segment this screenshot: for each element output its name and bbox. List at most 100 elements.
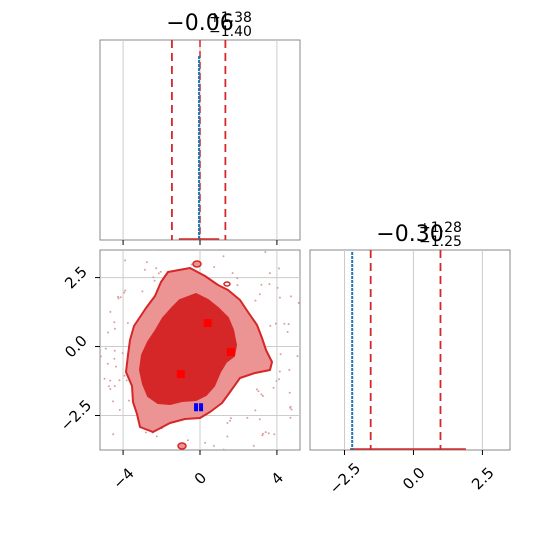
marginal-y-quantiles [350, 250, 466, 450]
scatter-dot [262, 432, 264, 435]
scatter-dot [229, 417, 232, 420]
marginal-x-title-lower: −1.40 [209, 24, 252, 40]
scatter-dot [246, 416, 249, 419]
scatter-dot [96, 394, 98, 396]
scatter-dot [86, 382, 88, 384]
joint-contour-island [192, 260, 202, 268]
scatter-dot [178, 455, 180, 457]
scatter-dot [109, 310, 112, 313]
scatter-dot [109, 379, 112, 382]
scatter-dot [205, 463, 207, 465]
scatter-dot [141, 290, 144, 293]
scatter-dot [275, 380, 278, 382]
scatter-dot [254, 299, 257, 302]
scatter-dot [226, 435, 229, 438]
scatter-dot [113, 357, 116, 360]
blue-marker [199, 403, 204, 412]
scatter-dot [258, 418, 261, 421]
scatter-dot [186, 439, 189, 442]
marginal-x-title-upper: +1.38 [209, 10, 252, 26]
scatter-dot [288, 369, 291, 371]
scatter-dot [115, 365, 117, 368]
scatter-dot [100, 282, 102, 285]
red-marker [226, 348, 235, 357]
scatter-dot [157, 272, 160, 275]
scatter-dot [94, 351, 96, 353]
x-tick-label: 4 [268, 469, 287, 488]
scatter-dot [123, 374, 126, 377]
scatter-dot [288, 391, 291, 394]
marginal-y-title-upper: +1.28 [419, 220, 462, 236]
scatter-dot [222, 255, 225, 258]
scatter-dot [124, 259, 127, 262]
scatter-dot [155, 267, 158, 270]
joint-scatter-dots [86, 243, 300, 469]
scatter-dot [212, 444, 215, 447]
scatter-dot [104, 347, 107, 350]
red-marker [203, 319, 212, 328]
scatter-dot [255, 388, 258, 391]
scatter-dot [143, 268, 146, 271]
scatter-dot [97, 384, 99, 386]
joint-markers [176, 319, 235, 412]
scatter-dot [236, 277, 239, 280]
scatter-dot [118, 409, 121, 411]
scatter-dot [124, 289, 127, 292]
scatter-dot [296, 355, 299, 358]
scatter-dot [136, 455, 138, 457]
scatter-dot [234, 451, 236, 453]
scatter-dot [190, 263, 193, 266]
scatter-dot [88, 319, 90, 321]
scatter-dot [181, 464, 183, 466]
scatter-dot [109, 388, 112, 390]
scatter-dot [269, 324, 272, 327]
scatter-dot [184, 247, 186, 249]
scatter-dot [248, 460, 250, 462]
y-tick-label: 2.5 [61, 263, 91, 293]
scatter-dot [207, 467, 209, 469]
scatter-dot [260, 283, 263, 286]
y-tick-label: 0.0 [61, 332, 91, 362]
marginal-y-title-lower: −1.25 [419, 234, 462, 250]
blue-marker [194, 403, 199, 412]
red-marker [176, 370, 185, 379]
marginal-y-panel: −2.5 0.0 2.5 −0.30 +1.28 −1.25 [309, 220, 511, 498]
x-tick-label: −2.5 [326, 459, 364, 497]
scatter-dot [155, 435, 158, 438]
scatter-dot [231, 272, 234, 275]
scatter-dot [283, 322, 286, 325]
scatter-dot [157, 465, 159, 467]
scatter-dot [236, 284, 239, 287]
y-tick-label: −2.5 [57, 396, 95, 434]
scatter-dot [126, 322, 129, 324]
scatter-dot [204, 441, 207, 444]
scatter-dot [289, 405, 292, 408]
scatter-dot [159, 270, 162, 273]
joint-panel: −4 0 4 2.5 0.0 −2.5 [57, 243, 301, 493]
scatter-dot [279, 353, 282, 356]
scatter-dot [290, 295, 292, 298]
marginal-y-title-value: −0.30 [376, 222, 443, 247]
marginal-x-ticks [122, 240, 278, 245]
scatter-dot [261, 395, 264, 397]
scatter-dot [257, 390, 260, 393]
scatter-dot [152, 250, 155, 251]
marginal-x-title: −0.06 [166, 11, 233, 36]
scatter-dot [86, 314, 88, 316]
x-tick-label: 2.5 [468, 464, 498, 494]
scatter-dot [144, 431, 147, 434]
scatter-dot [222, 448, 225, 450]
scatter-dot [113, 349, 116, 352]
scatter-dot [107, 385, 110, 388]
scatter-dot [91, 321, 93, 323]
scatter-dot [152, 276, 155, 279]
scatter-dot [123, 291, 126, 294]
marginal-y-frame [309, 249, 511, 451]
scatter-dot [154, 243, 156, 245]
scatter-dot [267, 432, 270, 435]
scatter-dot [117, 297, 120, 300]
scatter-dot [287, 323, 290, 326]
scatter-dot [290, 408, 293, 411]
scatter-dot [121, 352, 124, 355]
scatter-dot [90, 382, 92, 384]
